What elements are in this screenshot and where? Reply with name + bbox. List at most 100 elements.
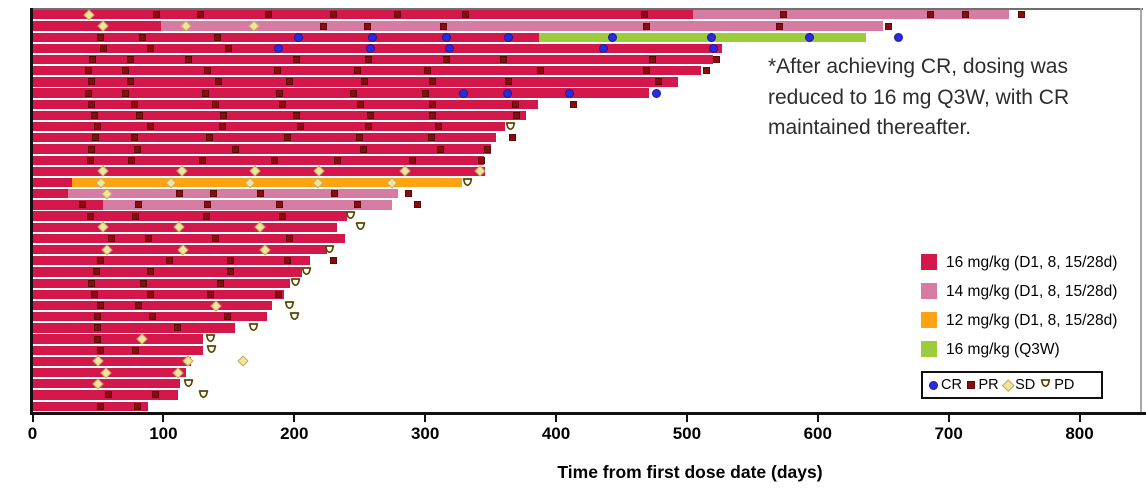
pd-response-marker [324, 244, 335, 255]
pr-response-marker [78, 201, 86, 209]
pr-response-marker [413, 201, 421, 209]
pr-response-marker [293, 56, 301, 64]
patient-bar-segment-16 [32, 356, 191, 367]
annotation-line-2: reduced to 16 mg Q3W, with CR [768, 85, 1070, 109]
sd-marker-icon [1001, 378, 1014, 392]
cr-response-marker [598, 43, 608, 53]
pr-response-marker [319, 22, 327, 30]
patient-bar-segment-16 [32, 110, 526, 121]
pr-response-marker [349, 89, 357, 97]
pr-response-marker [264, 11, 272, 19]
pd-response-marker [355, 221, 366, 232]
pr-response-marker [86, 212, 94, 220]
patient-bar-segment-16 [32, 155, 485, 165]
x-axis-line [30, 412, 1146, 415]
pr-response-marker [1018, 11, 1026, 19]
response-legend-item: CR [929, 377, 962, 393]
cr-response-marker [504, 32, 514, 42]
pr-response-marker [175, 190, 183, 198]
pr-response-marker [421, 89, 429, 97]
pr-response-marker [133, 145, 141, 153]
pr-response-marker [85, 89, 93, 97]
pr-response-marker [926, 11, 934, 19]
pr-response-marker [97, 346, 105, 354]
x-axis-tick [685, 415, 688, 422]
pr-response-marker [135, 201, 142, 209]
pr-response-marker [86, 156, 94, 164]
pr-response-marker [271, 156, 279, 164]
pr-response-marker [214, 78, 222, 86]
pd-response-marker [198, 389, 209, 400]
cr-response-marker [564, 88, 574, 98]
patient-bar-segment-16 [32, 222, 338, 232]
patient-bar-segment-16 [32, 289, 284, 299]
cr-response-marker [365, 43, 375, 53]
pd-response-marker [462, 177, 473, 188]
pr-response-marker [462, 11, 470, 19]
pr-response-marker [94, 123, 102, 131]
response-legend-label: SD [1015, 377, 1036, 393]
sd-response-marker [237, 355, 249, 368]
pr-response-marker [428, 134, 436, 142]
patient-bar-segment-16 [32, 122, 505, 132]
pr-response-marker [94, 324, 102, 332]
pr-response-marker [146, 123, 154, 131]
x-tick-label: 500 [672, 424, 702, 443]
pr-response-marker [89, 56, 97, 64]
dose-legend-item: 16 mg/kg (D1, 8, 15/28d) [908, 248, 1142, 277]
pr-response-marker [212, 100, 220, 108]
x-axis-tick [162, 415, 165, 422]
pr-response-marker [780, 11, 788, 19]
pr-response-marker [152, 391, 160, 399]
pd-response-marker [289, 311, 300, 322]
legend: 16 mg/kg (D1, 8, 15/28d) 14 mg/kg (D1, 8,… [908, 248, 1142, 399]
pr-response-marker [217, 279, 225, 287]
patient-bar-segment-16 [32, 144, 491, 154]
pr-response-marker [642, 22, 650, 30]
pd-response-marker [345, 210, 356, 221]
pr-response-marker [330, 11, 337, 19]
pr-response-marker [361, 78, 369, 86]
patient-bar-segment-16 [32, 323, 236, 333]
response-legend-label: CR [941, 377, 962, 393]
pd-response-marker [205, 333, 216, 344]
pr-response-marker [87, 100, 95, 108]
pr-response-marker [404, 190, 412, 198]
pr-response-marker [97, 302, 105, 310]
pr-response-marker [360, 145, 368, 153]
cr-response-marker [894, 32, 904, 42]
patient-bar-segment-Q3W [538, 32, 867, 42]
dose-legend: 16 mg/kg (D1, 8, 15/28d) 14 mg/kg (D1, 8,… [908, 248, 1142, 364]
pr-response-marker [642, 67, 650, 75]
x-tick-label: 600 [803, 424, 832, 443]
pr-response-marker [90, 290, 98, 298]
pd-marker-icon [1040, 377, 1051, 393]
pr-response-marker [439, 22, 447, 30]
pr-response-marker [91, 134, 99, 142]
pr-response-marker [365, 56, 373, 64]
pr-response-marker [256, 190, 264, 198]
pr-response-marker [509, 134, 517, 142]
pr-response-marker [513, 111, 521, 119]
pr-response-marker [127, 56, 135, 64]
cr-response-marker [652, 88, 662, 98]
pr-response-marker [276, 89, 284, 97]
pr-response-marker [146, 268, 154, 276]
pr-response-marker [884, 22, 892, 30]
x-tick-label: 200 [280, 424, 309, 443]
patient-bar-segment-16 [32, 43, 723, 54]
pd-response-marker [206, 344, 217, 355]
pr-response-marker [353, 201, 361, 209]
response-legend-label: PR [978, 377, 999, 393]
pr-response-marker [365, 123, 373, 131]
pr-response-marker [962, 11, 970, 19]
pr-response-marker [353, 67, 361, 75]
pr-response-marker [331, 190, 339, 198]
pr-response-marker [138, 33, 146, 41]
pr-response-marker [87, 145, 95, 153]
pr-response-marker [174, 324, 182, 332]
patient-bar-segment-14 [693, 10, 1009, 20]
pr-response-marker [408, 156, 416, 164]
pr-response-marker [209, 190, 217, 198]
pr-response-marker [356, 134, 364, 142]
